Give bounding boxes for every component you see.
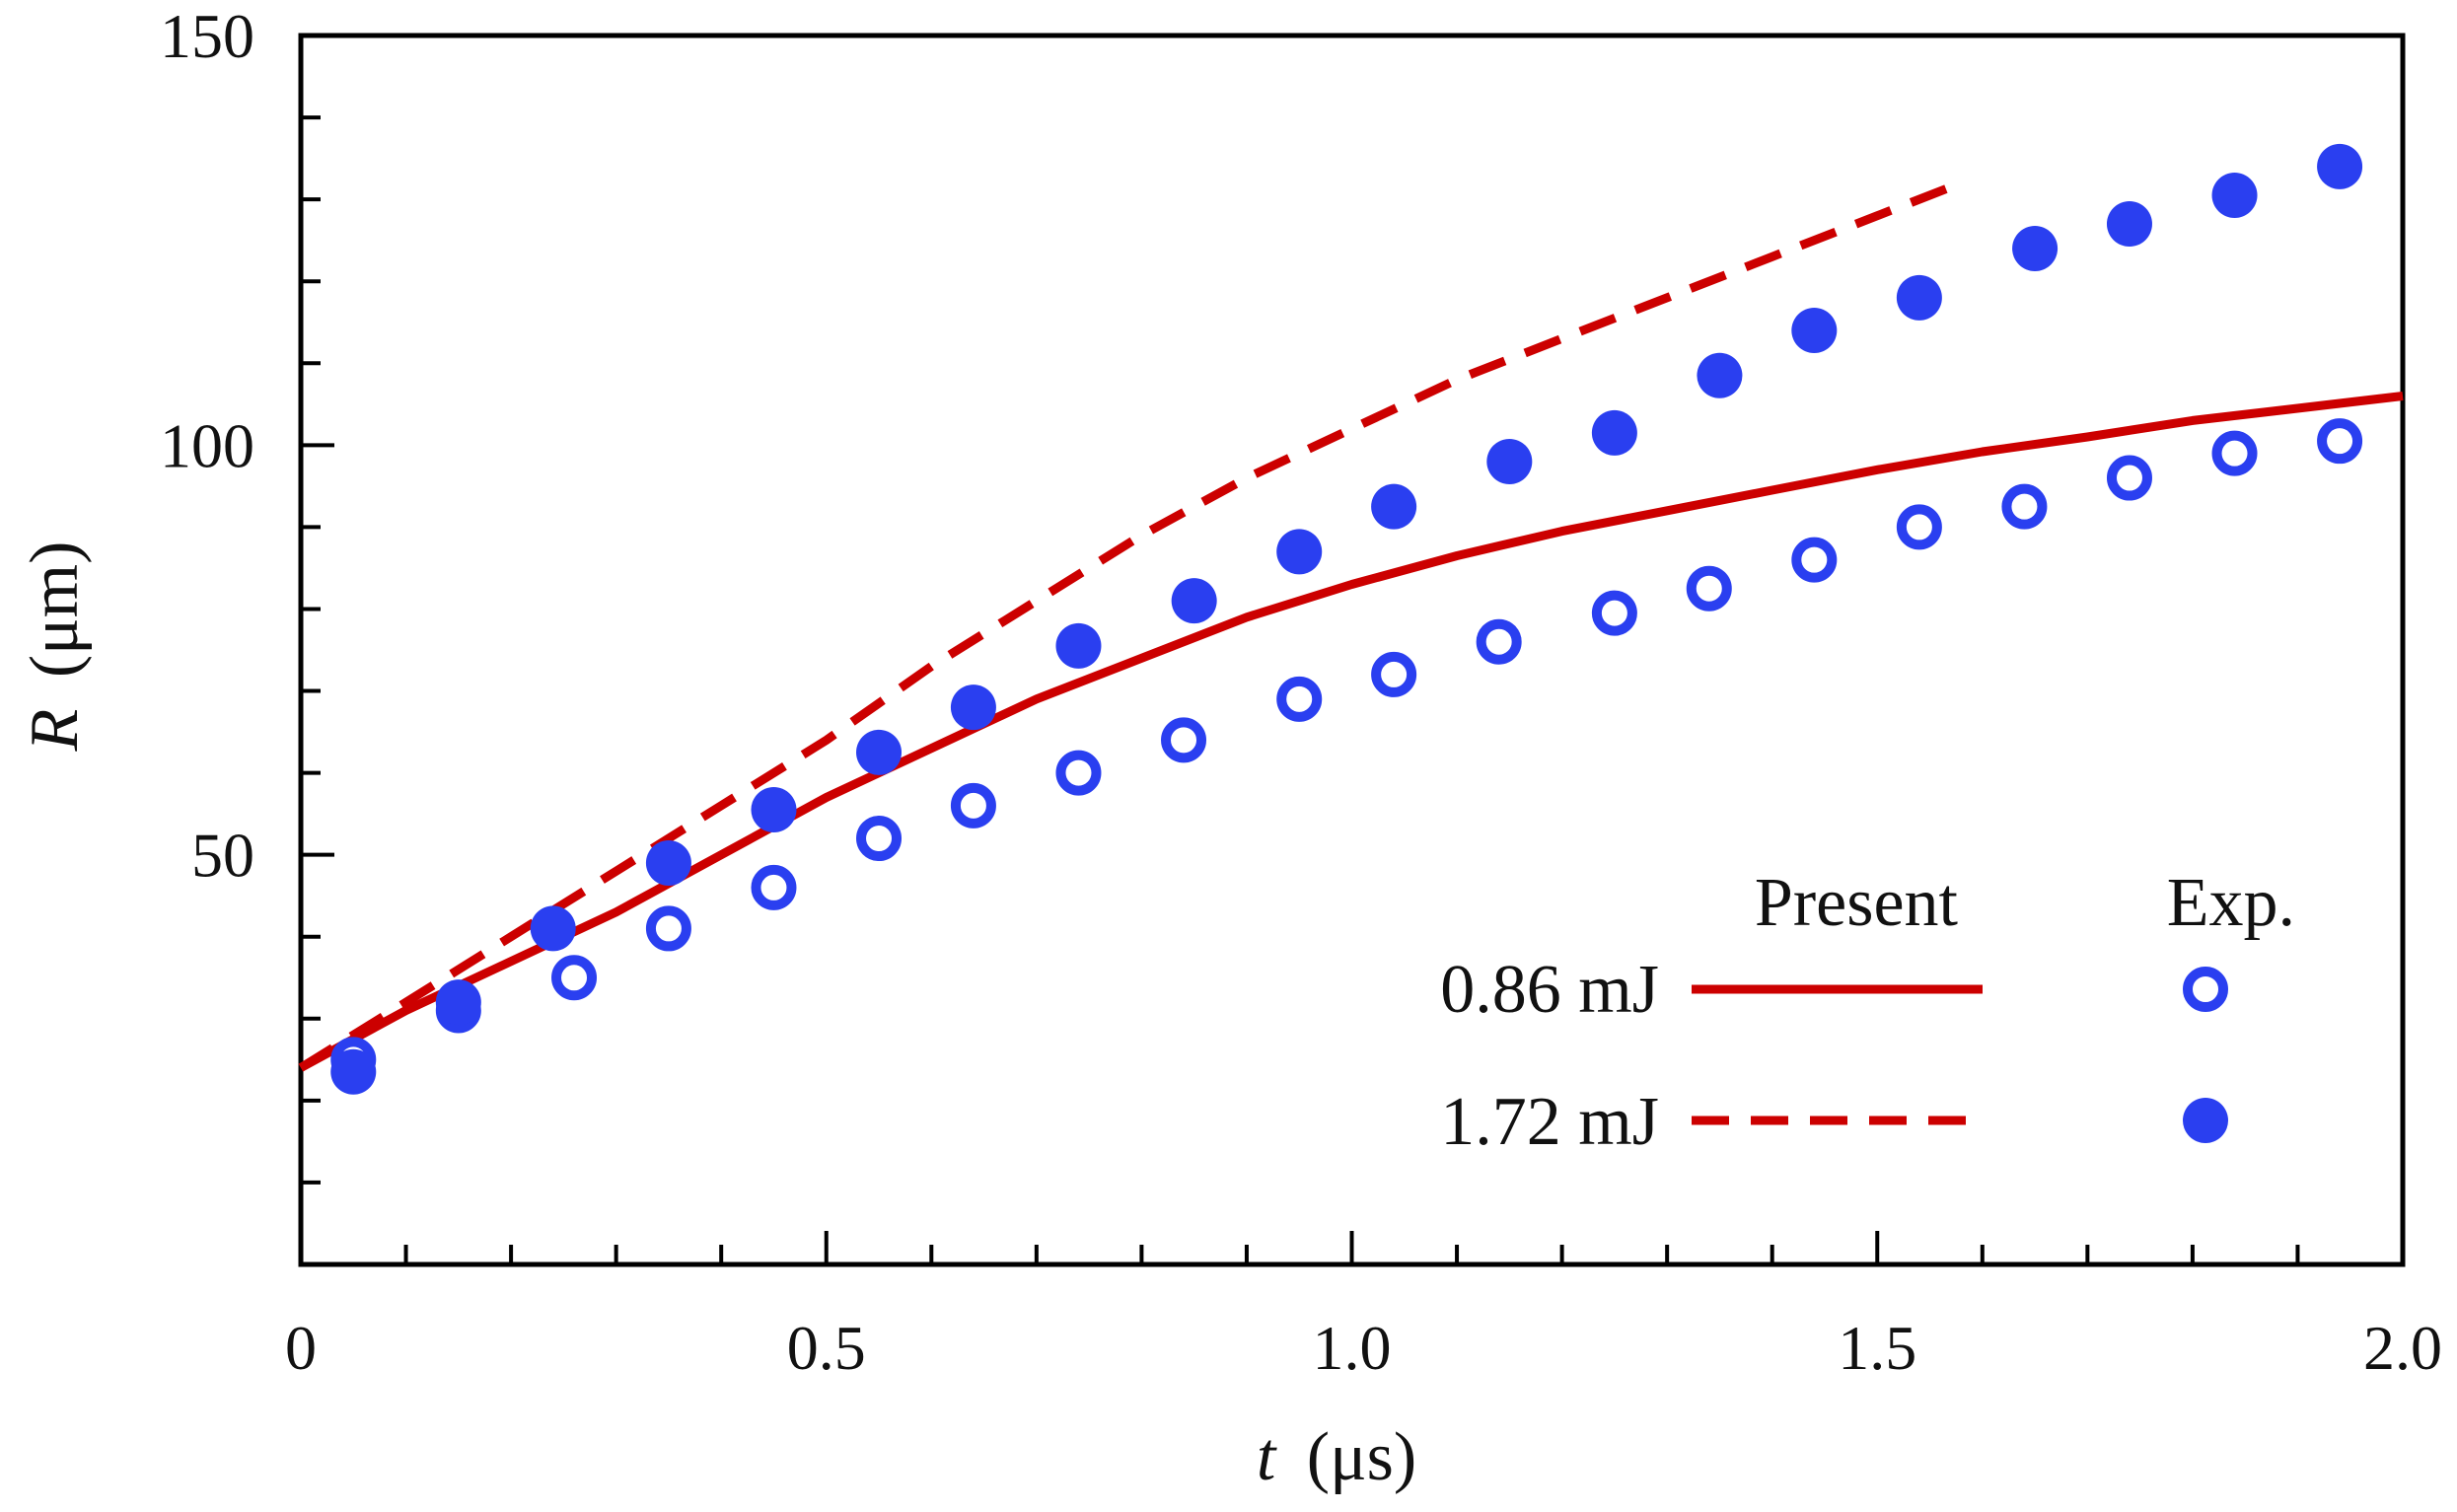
exp-filled-circle-point [950,684,996,731]
exp-open-circle-point [1686,565,1732,612]
legend-header-exp: Exp. [2167,865,2295,941]
exp-filled-circle-point [2106,201,2152,248]
x-tick-label: 1.0 [1313,1313,1392,1383]
exp-open-circle-point [1055,750,1102,796]
exp-filled-circle-point [1055,622,1102,669]
plot-frame-layer [298,33,2406,1267]
x-tick-label: 2.0 [2363,1313,2442,1383]
exp-filled-circle-point [2211,172,2258,218]
legend-filled-circle-marker [2183,1098,2228,1143]
exp-filled-circle-point [856,729,903,775]
exp-open-circle-point [645,905,691,952]
exp-open-circle-point [1161,717,1207,763]
legend: Present Exp. 0.86 mJ 1.72 mJ [1440,865,2295,1160]
exp-filled-circle-point [330,1048,377,1095]
legend-header-present: Present [1755,865,1959,941]
series-0-86-mj-present-line [298,392,2404,1072]
exp-open-circle-point [1476,618,1522,665]
legend-label-0-86-mj: 0.86 mJ [1440,952,1659,1028]
exp-filled-circle-point [1697,352,1743,398]
lines-layer [298,179,2404,1072]
x-tick-label: 1.5 [1838,1313,1916,1383]
exp-filled-circle-point [1896,274,1942,321]
exp-open-circle-point [751,864,797,910]
exp-open-circle-point [1371,651,1417,697]
exp-filled-circle-point [435,979,481,1026]
exp-filled-circle-point [1486,438,1533,484]
exp-filled-circle-point [1371,483,1417,530]
y-tick-label: 100 [160,410,254,480]
exp-open-circle-point [2001,483,2048,530]
plot-frame [298,33,2406,1267]
y-tick-label: 50 [191,821,254,891]
y-axis-label: R (μm) [17,541,93,753]
exp-open-circle-point [1896,504,1942,550]
exp-open-circle-point [2317,418,2363,465]
x-axis-label: t (μs) [1257,1419,1416,1495]
legend-open-circle-marker [2183,967,2228,1012]
exp-filled-circle-point [2317,143,2363,189]
markers-layer [330,143,2363,1095]
exp-open-circle-point [856,816,903,862]
y-tick-label: 150 [160,1,254,71]
exp-filled-circle-point [751,786,797,832]
x-tick-label: 0 [285,1313,317,1383]
exp-open-circle-point [2106,455,2152,501]
exp-open-circle-point [1276,676,1323,722]
exp-filled-circle-point [645,839,691,886]
exp-open-circle-point [950,782,996,828]
exp-open-circle-point [2211,430,2258,476]
legend-label-1-72-mj: 1.72 mJ [1440,1084,1659,1160]
series-1-72-mj-present-line [298,179,1964,1072]
exp-filled-circle-point [1171,578,1217,624]
ticks-layer [299,34,2405,1266]
exp-open-circle-point [1591,590,1637,636]
exp-filled-circle-point [1591,409,1637,456]
exp-open-circle-point [551,955,598,1001]
exp-open-circle-point [1791,537,1838,583]
exp-filled-circle-point [530,905,576,952]
x-tick-label: 0.5 [787,1313,866,1383]
exp-filled-circle-point [1791,308,1838,354]
exp-filled-circle-point [2012,225,2059,271]
exp-filled-circle-point [1276,529,1323,575]
tick-labels-layer: 0 0.5 1.0 1.5 2.0 50 100 150 [160,1,2442,1383]
